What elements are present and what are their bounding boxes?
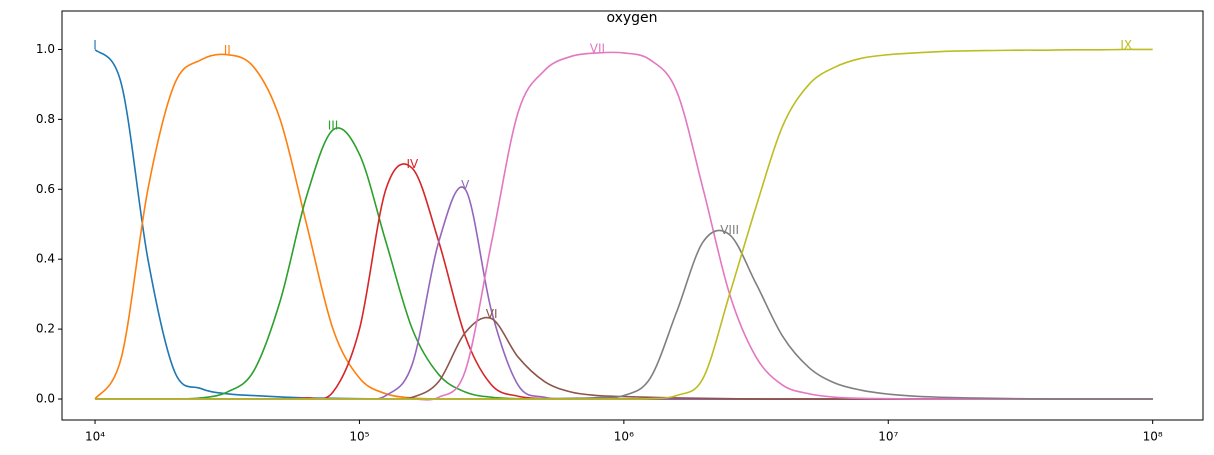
series-label: VIII	[720, 223, 739, 237]
series-line	[95, 186, 1153, 401]
series-line	[95, 229, 1153, 400]
y-tick-label: 0.4	[36, 252, 55, 266]
y-tick-label: 1.0	[36, 42, 55, 56]
x-tick-label: 10⁵	[349, 430, 369, 444]
y-tick-label: 0.8	[36, 112, 55, 126]
series-line	[95, 316, 1153, 400]
series-label: II	[224, 43, 231, 57]
y-tick-label: 0.2	[36, 322, 55, 336]
series-label: VI	[486, 307, 498, 321]
x-tick-label: 10⁴	[85, 430, 105, 444]
x-tick-label: 10⁸	[1143, 430, 1163, 444]
series-line	[94, 48, 1153, 400]
x-tick-label: 10⁷	[878, 430, 898, 444]
chart-title: oxygen	[606, 10, 657, 26]
axes-frame	[61, 10, 1204, 421]
series-line	[95, 163, 1153, 400]
y-tick-label: 0.0	[36, 392, 55, 406]
series-label: I	[93, 38, 97, 52]
y-tick-label: 0.6	[36, 182, 55, 196]
plot-area	[94, 48, 1153, 401]
series-label: VII	[590, 41, 605, 55]
series-line	[95, 48, 1153, 400]
series-label: V	[461, 178, 470, 192]
series-line	[95, 127, 1153, 400]
x-tick-label: 10⁶	[614, 430, 634, 444]
series-label: IX	[1120, 38, 1132, 52]
series-label: III	[328, 118, 339, 132]
series-label: IV	[406, 157, 419, 171]
series-line	[94, 53, 1153, 400]
series-line	[95, 51, 1153, 401]
